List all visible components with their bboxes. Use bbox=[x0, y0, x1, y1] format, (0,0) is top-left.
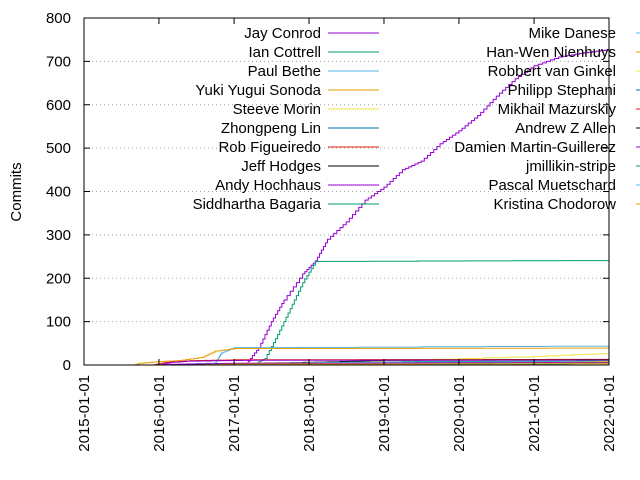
legend-label: Zhongpeng Lin bbox=[221, 120, 321, 137]
y-tick-label: 500 bbox=[46, 140, 71, 157]
legend-label: Jay Conrod bbox=[244, 25, 321, 42]
legend-label: Kristina Chodorow bbox=[493, 196, 616, 213]
legend-label: Ian Cottrell bbox=[248, 44, 321, 61]
series-line-8 bbox=[158, 359, 609, 366]
series-line-0 bbox=[158, 49, 610, 366]
x-tick-label: 2016-01-01 bbox=[151, 375, 168, 452]
legend-label: Pascal Muetschard bbox=[488, 177, 616, 194]
legend-label: Rob Figueiredo bbox=[218, 139, 321, 156]
x-tick-label: 2020-01-01 bbox=[451, 375, 468, 452]
legend-label: Mike Danese bbox=[528, 25, 616, 42]
axes: 0 100 200 300 400 500 600 700 800 2015-01-01 2016-… bbox=[46, 10, 618, 452]
legend-label: Paul Bethe bbox=[248, 63, 321, 80]
legend-label: Yuki Yugui Sonoda bbox=[195, 82, 321, 99]
x-tick-label: 2018-01-01 bbox=[301, 375, 318, 452]
legend-label: Jeff Hodges bbox=[241, 158, 321, 175]
x-tick-label: 2021-01-01 bbox=[526, 375, 543, 452]
legend-label: Andy Hochhaus bbox=[215, 177, 321, 194]
y-tick-label: 0 bbox=[63, 357, 71, 374]
plot-border bbox=[83, 17, 610, 366]
legend-label: jmillikin-stripe bbox=[525, 158, 616, 175]
legend-label: Mikhail Mazurskiy bbox=[498, 101, 617, 118]
y-tick-label: 100 bbox=[46, 314, 71, 331]
y-tick-label: 400 bbox=[46, 184, 71, 201]
legend-label: Steeve Morin bbox=[233, 101, 321, 118]
x-tick-label: 2022-01-01 bbox=[601, 375, 618, 452]
legend: Jay Conrod Ian Cottrell Paul Bethe Yuki Yug… bbox=[193, 25, 640, 213]
x-tick-label: 2019-01-01 bbox=[376, 375, 393, 452]
y-tick-label: 200 bbox=[46, 270, 71, 287]
legend-label: Damien Martin-Guillerez bbox=[454, 139, 616, 156]
y-tick-label: 800 bbox=[46, 10, 71, 27]
x-tick-label: 2015-01-01 bbox=[76, 375, 93, 452]
legend-label: Andrew Z Allen bbox=[515, 120, 616, 137]
series-line-3 bbox=[133, 347, 610, 366]
legend-label: Robbert van Ginkel bbox=[488, 63, 616, 80]
legend-label: Siddhartha Bagaria bbox=[193, 196, 322, 213]
legend-label: Philipp Stephani bbox=[508, 82, 616, 99]
x-tick-label: 2017-01-01 bbox=[226, 375, 243, 452]
y-tick-label: 700 bbox=[46, 53, 71, 70]
legend-label: Han-Wen Nienhuys bbox=[486, 44, 616, 61]
y-tick-label: 600 bbox=[46, 97, 71, 114]
y-axis-title: Commits bbox=[8, 162, 25, 221]
y-tick-label: 300 bbox=[46, 227, 71, 244]
